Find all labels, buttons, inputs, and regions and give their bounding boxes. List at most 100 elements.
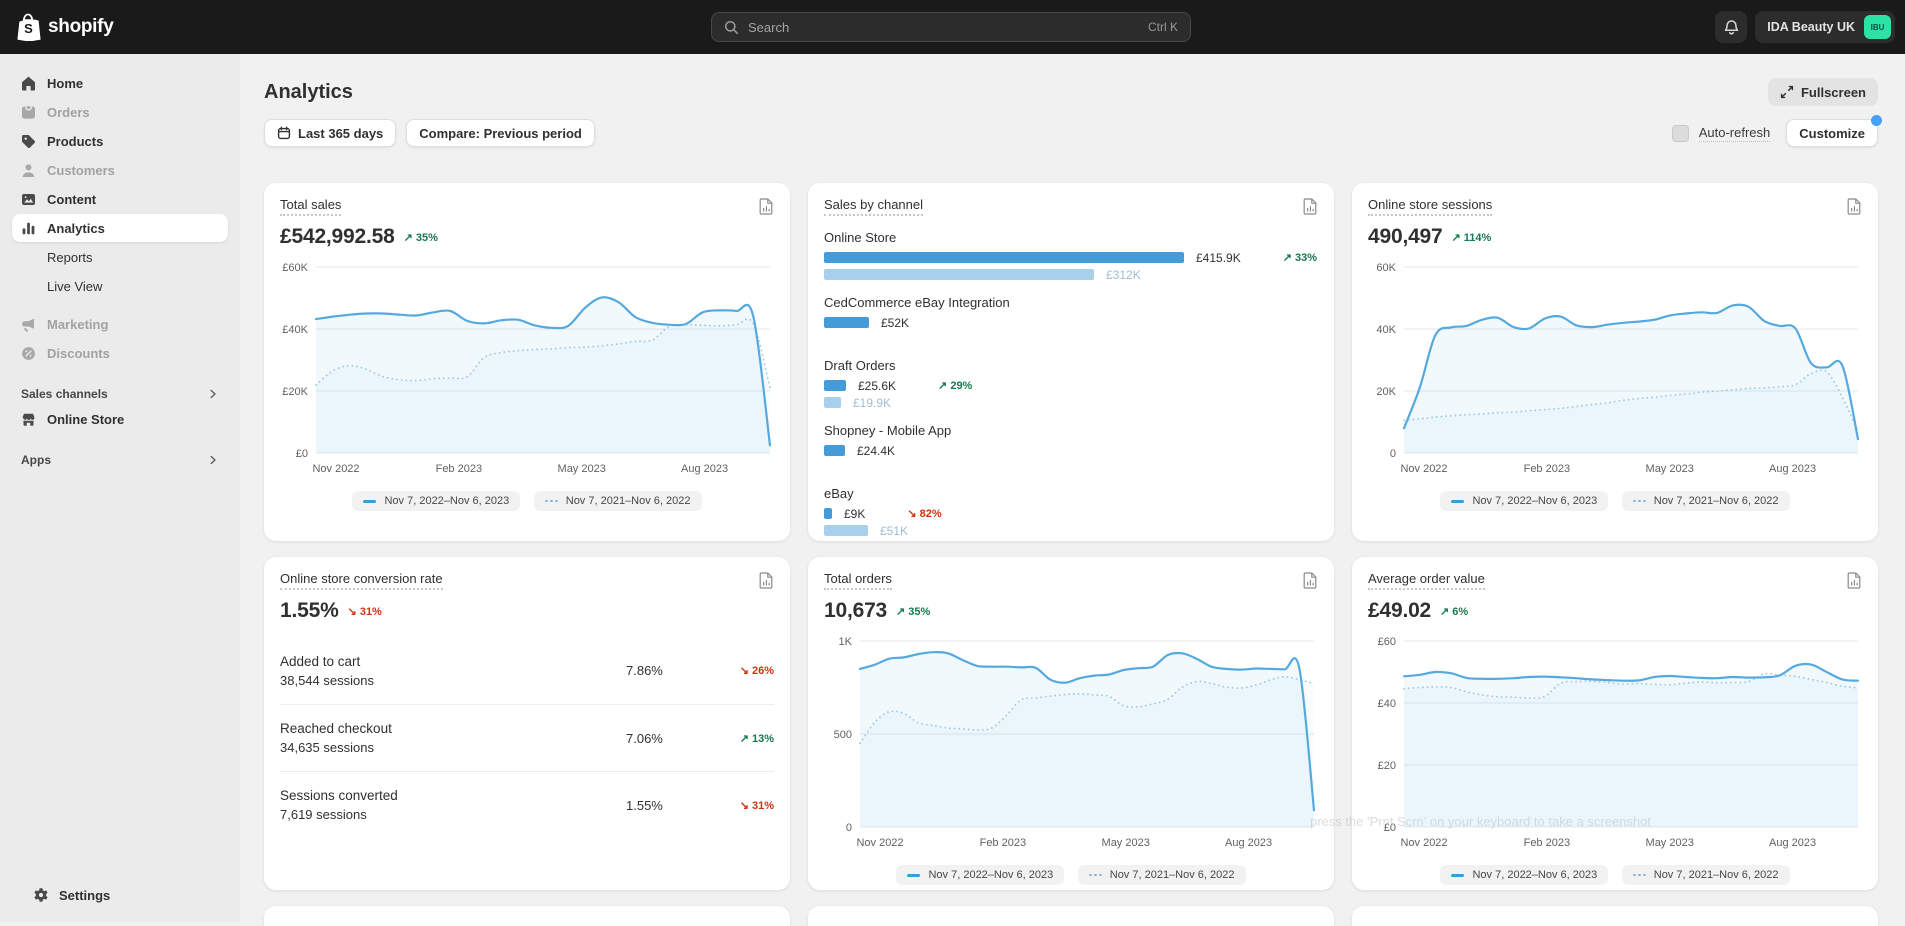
sidebar-item-customers[interactable]: Customers [12,156,228,184]
sidebar-item-orders[interactable]: Orders [12,98,228,126]
sidebar-item-content[interactable]: Content [12,185,228,213]
sidebar-item-reports[interactable]: Reports [12,243,228,271]
discounts-icon [20,345,37,362]
legend-previous-period[interactable]: Nov 7, 2021–Nov 6, 2022 [1622,491,1789,511]
legend-previous-period[interactable]: Nov 7, 2021–Nov 6, 2022 [534,491,701,511]
funnel-step-rate: 1.55% [580,798,696,813]
delta-badge: ↗ 13% [696,732,774,745]
svg-text:£40: £40 [1378,698,1396,710]
legend-current-period[interactable]: Nov 7, 2022–Nov 6, 2023 [1440,491,1608,511]
export-report-icon[interactable] [1847,572,1862,594]
solid-line-swatch [363,500,376,503]
store-menu[interactable]: IDA Beauty UK IBU [1755,11,1895,43]
customers-icon [20,162,37,179]
svg-text:20K: 20K [1376,386,1396,398]
legend-current-period[interactable]: Nov 7, 2022–Nov 6, 2023 [1440,865,1608,885]
delta-badge: ↗ 114% [1452,231,1492,244]
sidebar-item-home[interactable]: Home [12,69,228,97]
date-range-button[interactable]: Last 365 days [264,119,396,147]
store-name: IDA Beauty UK [1767,20,1855,34]
delta-badge: ↘ 26% [696,664,774,677]
sidebar-item-label: Products [47,134,103,149]
channel-bar-previous [824,397,841,408]
card-title[interactable]: Online store conversion rate [280,571,443,590]
auto-refresh-label: Auto-refresh [1699,125,1771,142]
analytics-icon [20,220,37,237]
calendar-icon [277,126,291,140]
legend-previous-period[interactable]: Nov 7, 2021–Nov 6, 2022 [1078,865,1245,885]
sidebar-section-sales-channels[interactable]: Sales channels [21,387,219,401]
sidebar-item-label: Content [47,192,96,207]
delta-badge: ↘ 31% [696,799,774,812]
sidebar-item-products[interactable]: Products [12,127,228,155]
dotted-line-swatch [1633,874,1646,877]
card-title[interactable]: Total sales [280,197,341,216]
svg-text:Aug 2023: Aug 2023 [1225,837,1272,849]
dotted-line-swatch [545,500,558,503]
svg-text:May 2023: May 2023 [1646,463,1694,475]
search-input[interactable]: Search Ctrl K [711,12,1191,42]
export-report-icon[interactable] [1303,572,1318,594]
channel-name: Shopney - Mobile App [824,423,1318,438]
export-report-icon[interactable] [1847,198,1862,220]
sidebar-item-label: Customers [47,163,115,178]
notifications-button[interactable] [1715,11,1747,43]
legend-previous-period[interactable]: Nov 7, 2021–Nov 6, 2022 [1622,865,1789,885]
svg-text:40K: 40K [1376,324,1396,336]
shopify-logo[interactable]: S shopify [16,13,113,41]
customize-button[interactable]: Customize [1786,119,1878,147]
svg-text:Nov 2022: Nov 2022 [856,837,903,849]
sidebar-item-analytics[interactable]: Analytics [12,214,228,242]
solid-line-swatch [1451,874,1464,877]
funnel-step-sessions: 38,544 sessions [280,673,580,688]
dotted-line-swatch [1633,500,1646,503]
sidebar-item-label: Reports [47,250,93,265]
svg-text:Feb 2023: Feb 2023 [980,837,1026,849]
card-conversion-rate: Online store conversion rate 1.55% ↘ 31%… [264,557,790,890]
sidebar-item-discounts[interactable]: Discounts [12,339,228,367]
channel-row: Shopney - Mobile App£24.4K [824,423,1318,457]
chart-legend: Nov 7, 2022–Nov 6, 2023 Nov 7, 2021–Nov 6… [1368,865,1862,885]
auto-refresh-checkbox[interactable] [1672,125,1689,142]
shopify-bag-icon: S [16,13,41,41]
sidebar-item-online-store[interactable]: Online Store [12,405,228,433]
export-report-icon[interactable] [1303,198,1318,220]
sidebar-section-apps[interactable]: Apps [21,453,219,467]
funnel-step-sessions: 7,619 sessions [280,807,580,822]
legend-current-period[interactable]: Nov 7, 2022–Nov 6, 2023 [896,865,1064,885]
card-title[interactable]: Average order value [1368,571,1485,590]
svg-text:£60K: £60K [282,262,308,274]
compare-button[interactable]: Compare: Previous period [406,119,595,147]
sidebar-item-marketing[interactable]: Marketing [12,310,228,338]
svg-text:£20: £20 [1378,760,1396,772]
card-title[interactable]: Sales by channel [824,197,923,216]
metric-value: £542,992.58 [280,225,395,249]
content-icon [20,191,37,208]
svg-text:Aug 2023: Aug 2023 [1769,837,1816,849]
legend-current-period[interactable]: Nov 7, 2022–Nov 6, 2023 [352,491,520,511]
fullscreen-button[interactable]: Fullscreen [1768,78,1878,106]
export-report-icon[interactable] [759,198,774,220]
svg-text:Feb 2023: Feb 2023 [1524,463,1570,475]
card-title[interactable]: Online store sessions [1368,197,1492,216]
sidebar-item-live-view[interactable]: Live View [12,272,228,300]
funnel-step-label: Reached checkout [280,721,580,736]
fullscreen-icon [1780,85,1794,99]
main-content: Analytics Fullscreen Last 365 days Compa… [240,54,1905,922]
card-average-order-value: Average order value £49.02 ↗ 6% £60£40£2… [1352,557,1878,890]
channel-row: Draft Orders£25.6K↗ 29%£19.9K [824,358,1318,409]
channel-name: Online Store [824,230,1318,245]
delta-badge: ↘ 82% [907,507,941,520]
delta-badge: ↘ 31% [348,605,382,618]
export-report-icon[interactable] [759,572,774,594]
svg-text:Aug 2023: Aug 2023 [1769,463,1816,475]
sidebar-item-settings[interactable]: Settings [24,881,216,909]
delta-badge: ↗ 33% [1283,251,1317,264]
card-title[interactable]: Total orders [824,571,892,590]
